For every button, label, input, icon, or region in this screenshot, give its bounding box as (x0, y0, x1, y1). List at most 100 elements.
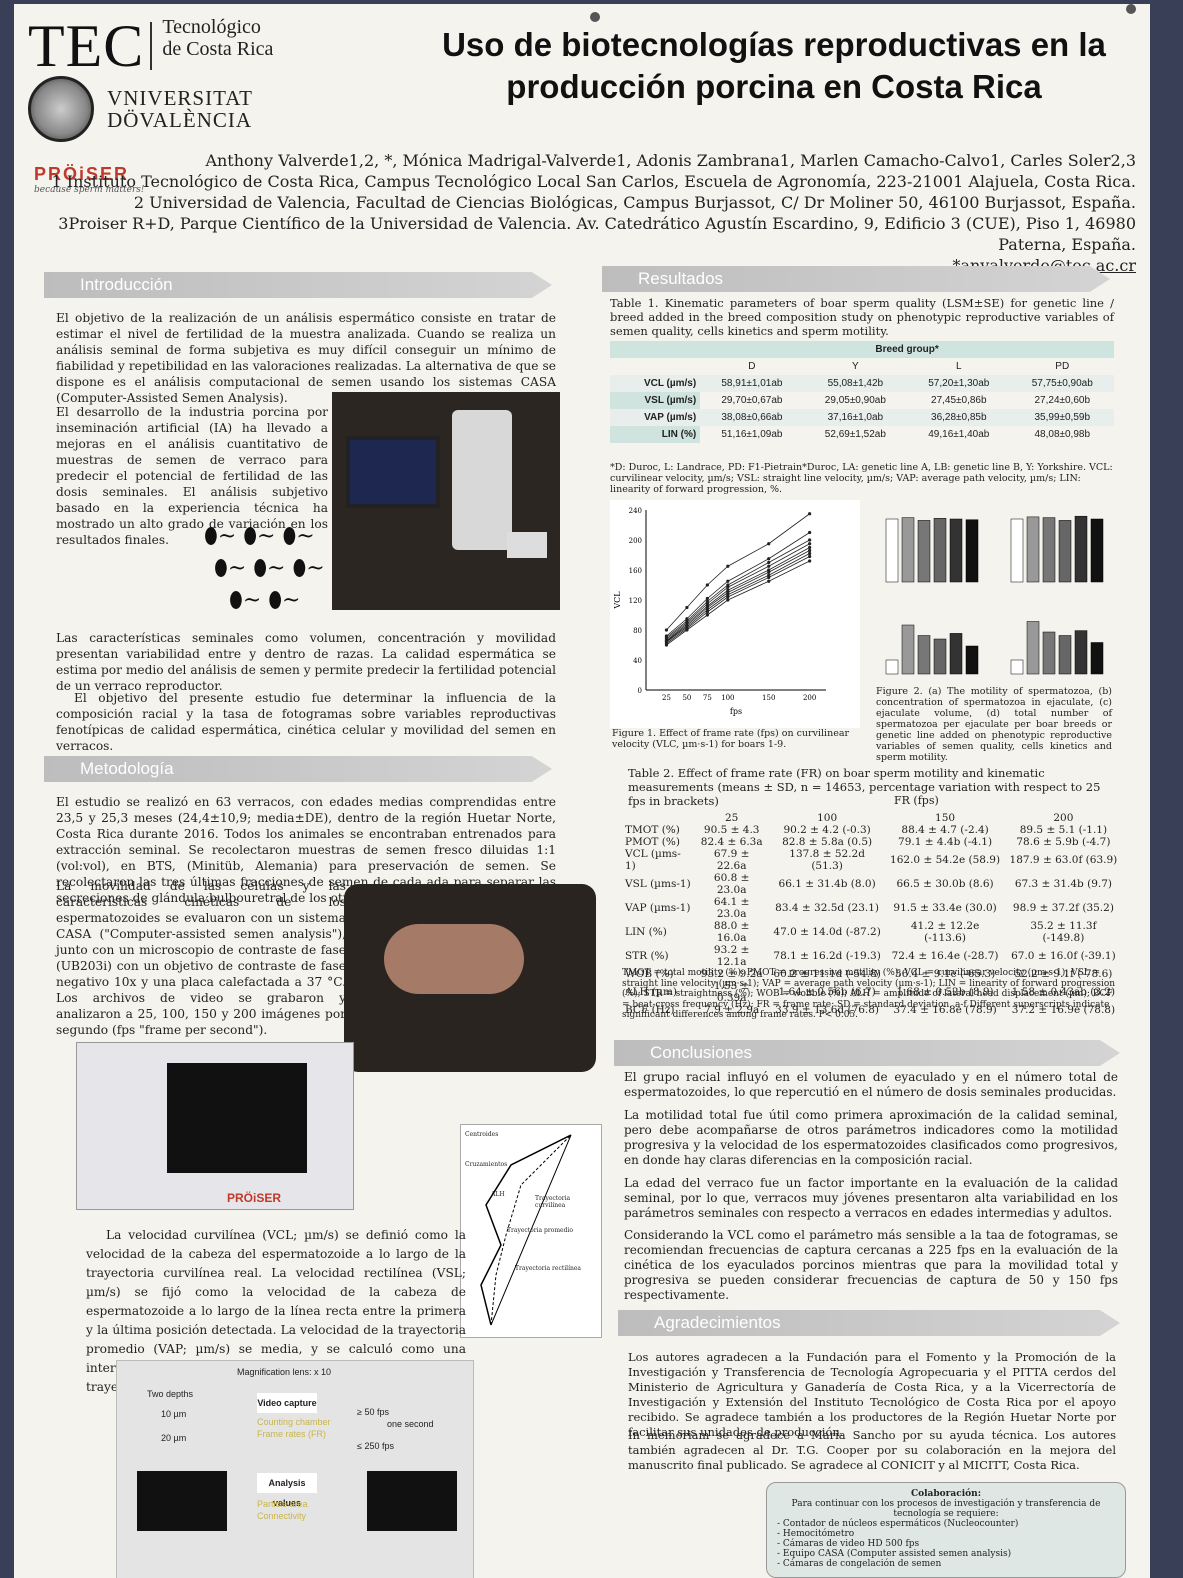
list-item: - Contador de núcleos espermáticos (Nucl… (777, 1519, 1019, 1529)
table-row: STR (%) 93.2 ± 12.1a 78.1 ± 16.2d (-19.3) 7… (625, 944, 1116, 968)
table-row: LIN (%) 51,16±1,09ab 52,69±1,52ab 49,16±1,… (610, 426, 1114, 443)
traj-label-5: Trayectoria rectilínea (515, 1265, 581, 1272)
data-point (664, 643, 669, 647)
bar (1090, 518, 1104, 583)
data-point (726, 579, 730, 583)
data-point (767, 568, 771, 572)
sperm-icon: ⬮~ ⬮~ ⬮~ (214, 556, 325, 581)
table-row: TMOT (%) 90.5 ± 4.3 90.2 ± 4.2 (-0.3) 88.4 … (625, 824, 1108, 836)
authors-block: Anthony Valverde1,2, *, Mónica Madrigal-… (34, 150, 1136, 276)
data-point (726, 590, 730, 595)
metodo-p1: El estudio se realizó en 63 verracos, co… (56, 795, 556, 905)
bar (885, 659, 899, 675)
table-row: WOB (%) 93.2 ± 9.2a 60.2 ± 11.1d (-54.8) 56… (625, 968, 1113, 980)
x-tick-label: 25 (662, 694, 671, 702)
casa-workflow-diagram: Magnification lens: x 10 Two depths 10 µ… (116, 1360, 474, 1578)
table1-col: L (956, 361, 962, 372)
pushpin-icon (590, 12, 600, 22)
intro-p4: El objetivo del presente estudio fue det… (56, 691, 556, 753)
table1-note: *D: Duroc, L: Landrace, PD: F1-Pietrain*… (610, 462, 1113, 495)
two-depths-label: Two depths (147, 1389, 194, 1399)
bar (917, 635, 931, 675)
pushpin-icon (1126, 4, 1136, 14)
x-tick-label: 200 (803, 694, 816, 702)
data-point (767, 579, 771, 583)
bar (933, 518, 947, 583)
data-point (685, 605, 689, 610)
video-capture-label: Video capture (257, 1393, 317, 1413)
table-row: VAP (µm/s) 38,08±0,66ab 37,16±1,0ab 36,28±… (610, 409, 1114, 426)
data-point (705, 610, 709, 614)
author-names: Anthony Valverde1,2, *, Mónica Madrigal-… (205, 151, 1136, 170)
data-point (808, 548, 812, 553)
bar (1010, 518, 1024, 583)
data-point (705, 608, 709, 612)
bar (1010, 659, 1024, 675)
bar (1074, 630, 1088, 675)
traj-label-1: Cruzamientos (465, 1161, 508, 1168)
y-tick-label: 160 (629, 567, 642, 575)
y-tick-label: 240 (629, 507, 642, 515)
uv-name-2: DÖVALÈNCIA (107, 108, 253, 132)
poster: TEC Tecnológico de Costa Rica VNIVERSITAT D… (14, 4, 1150, 1578)
section-resultados-header: Resultados (602, 266, 1110, 292)
title-line-1: Uso de biotecnologías reproductivas en l… (442, 26, 1106, 63)
microscope-icon (452, 410, 512, 550)
depth-20-label: 20 µm (161, 1433, 187, 1443)
table1-group-header: Breed group* (700, 341, 1114, 358)
intro-p3: Las características seminales como volum… (56, 631, 556, 693)
metodo-p2: La movilidad de las células y las caract… (56, 879, 346, 1037)
table1-col: Y (852, 361, 859, 372)
data-point (808, 559, 812, 563)
table2-fr-label: FR (fps) (894, 794, 939, 807)
x-tick-label: 100 (721, 694, 734, 702)
series-line-3 (666, 539, 810, 638)
table-row: PMOT (%) 82.4 ± 6.3a 82.8 ± 5.8a (0.5) 79.1… (625, 836, 1111, 848)
table-row: VSL (µm/s) 29,70±0,67ab 29,05±0,90ab 27,45… (610, 392, 1114, 409)
intro-p2: El desarrollo de la industria porcina po… (56, 405, 328, 547)
fps-250-label: ≤ 250 fps (357, 1441, 394, 1451)
data-point (767, 542, 771, 546)
tec-name-2: de Costa Rica (162, 38, 274, 60)
list-item: - Hemocitómetro (777, 1529, 855, 1539)
table-row: VSL (µms-1) 60.8 ± 23.0a 66.1 ± 31.4b (8.0… (625, 872, 1112, 896)
intro-p1: El objetivo de la realización de un anál… (56, 311, 556, 405)
tec-logo: TEC Tecnológico de Costa Rica (28, 12, 273, 81)
section-intro-header: Introducción (44, 272, 552, 298)
section-conclusiones-header: Conclusiones (614, 1040, 1120, 1066)
data-point (767, 560, 771, 565)
ack-p2: In memoriam se agradece a María Sancho p… (628, 1428, 1116, 1472)
table2-note: TMOT = total motility (%); PMOT = progre… (622, 968, 1116, 1020)
x-axis-label: fps (730, 707, 742, 716)
data-point (726, 593, 730, 597)
proiser-logo: PRÖiSER because sperm matters! (34, 164, 145, 195)
data-point (705, 596, 709, 601)
table-row: VCL (µm/s) 58,91±1,01ab 55,08±1,42b 57,20±… (610, 375, 1114, 392)
bar (1042, 517, 1056, 583)
data-point (685, 628, 689, 632)
uv-seal-icon (28, 76, 94, 142)
data-point (726, 564, 730, 568)
series-line-8 (666, 556, 810, 644)
affiliation-1: 1 Instituto Tecnológico de Costa Rica, C… (51, 172, 1136, 191)
casa-equipment-photo (332, 392, 560, 610)
list-item: - Cámaras de video HD 500 fps (777, 1539, 920, 1549)
series-line-2 (666, 532, 810, 637)
y-tick-label: 200 (629, 537, 642, 545)
depth-10-label: 10 µm (161, 1409, 187, 1419)
data-point (808, 542, 812, 546)
particle-image-1 (137, 1471, 227, 1531)
video-item-2: Frame rates (FR) (257, 1429, 327, 1439)
bar (1058, 635, 1072, 675)
table-row: LIN (%) 88.0 ± 16.0a 47.0 ± 14.0d (-87.2) 4… (625, 920, 1097, 944)
bar (1090, 642, 1104, 675)
table-row: VCL (µms-1) 67.9 ± 22.6a 137.8 ± 52.2d (51… (625, 848, 1118, 872)
series-line-5 (666, 547, 810, 641)
bar-charts-panel (866, 500, 1116, 682)
bar (933, 638, 947, 675)
section-agradecimientos-header: Agradecimientos (618, 1310, 1120, 1336)
data-point (808, 512, 812, 516)
data-point (726, 583, 730, 587)
bar (917, 520, 931, 583)
data-point (767, 570, 771, 574)
